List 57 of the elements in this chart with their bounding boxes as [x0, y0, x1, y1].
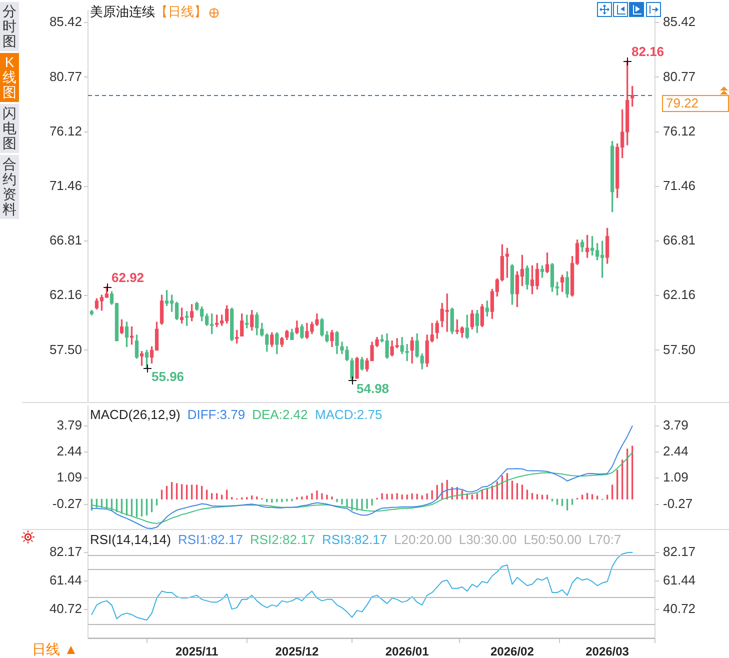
y-tick-label: -0.27	[52, 496, 82, 511]
text: 分时图	[0, 2, 19, 51]
y-tick-label: 2.44	[56, 444, 82, 459]
annotation: L30:30.00	[458, 532, 517, 547]
y2-tick-label: 85.42	[663, 14, 696, 30]
y2-tick-label: 76.12	[663, 123, 696, 138]
x-tick-label: 2026/02	[490, 644, 534, 658]
legend-title: RSI(14,14,14)	[90, 532, 171, 547]
annotation: L20:20.00	[394, 532, 452, 547]
x-tick-label: 2025/11	[175, 644, 219, 658]
y2-tick-label: 40.72	[663, 601, 696, 616]
y2-tick-label: 66.81	[663, 232, 696, 248]
x-tick-label: 2026/03	[586, 644, 630, 658]
x-tick-label: 2026/01	[385, 644, 430, 658]
y-tick-label: 85.42	[49, 14, 82, 30]
y2-tick-label: 2.44	[663, 444, 688, 459]
chart-subtitle: 【日线】	[155, 4, 207, 19]
annotation: 55.96	[152, 369, 184, 384]
text: K线图	[0, 53, 19, 102]
y2-tick-label: 80.77	[663, 68, 696, 84]
y2-tick-label: 3.79	[663, 418, 688, 433]
y-tick-label: 71.46	[49, 178, 82, 194]
y-tick-label: 1.09	[56, 470, 82, 485]
y2-tick-label: 62.16	[663, 287, 696, 302]
text: 日线 ▲	[31, 640, 79, 658]
x-tick-label: 2025/12	[275, 644, 319, 658]
y-tick-label: 61.44	[49, 572, 82, 588]
y-tick-label: 66.81	[49, 232, 82, 248]
y2-tick-label: 1.09	[663, 470, 688, 485]
annotation: 54.98	[356, 381, 390, 396]
y-tick-label: 80.77	[49, 68, 82, 84]
annotation: 62.92	[112, 270, 144, 286]
annotation: MACD:2.75	[315, 407, 382, 422]
y-tick-label: 3.79	[56, 418, 82, 433]
y-tick-label: 40.72	[49, 601, 82, 616]
y-tick-label: 82.17	[49, 544, 82, 559]
chart-title: 美原油连续	[90, 4, 155, 19]
text: DEA:2.42	[252, 407, 308, 422]
text: 闪电图	[0, 104, 19, 153]
text: RSI3:82.17	[322, 532, 388, 547]
y-tick-label: 57.50	[49, 342, 82, 357]
y2-tick-label: 57.50	[663, 342, 696, 357]
ref-line-label: 79.22	[666, 96, 699, 111]
legend-title: MACD(26,12,9)	[90, 407, 180, 422]
y2-tick-label: -0.27	[663, 496, 693, 511]
annotation: 82.16	[632, 44, 664, 60]
text: 合约资料	[0, 155, 19, 219]
text: DIFF:3.79	[187, 407, 246, 422]
y-tick-label: 62.16	[49, 287, 82, 302]
legend-label: RSI1:82.17	[178, 532, 243, 547]
annotation: L70:7	[588, 532, 622, 547]
y2-tick-label: 71.46	[663, 178, 696, 194]
y2-tick-label: 82.17	[663, 544, 696, 559]
y2-tick-label: 61.44	[663, 572, 696, 588]
annotation: L50:50.00	[524, 532, 582, 547]
y-tick-label: 76.12	[49, 123, 82, 138]
legend-label: RSI2:82.17	[250, 532, 316, 547]
